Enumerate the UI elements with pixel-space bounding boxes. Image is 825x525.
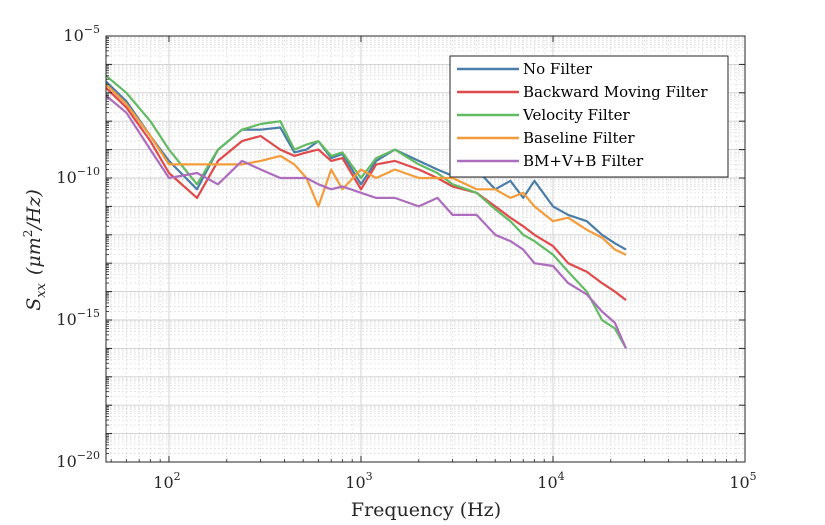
legend-label-4: BM+V+B Filter [523,152,644,170]
y-tick-label: 10−15 [56,307,100,329]
x-tick-label-base: 10 [537,473,557,492]
y-axis-label: Sxx (μm2/Hz) [21,189,49,311]
x-tick-label-exp: 3 [366,470,373,483]
x-tick-label-exp: 4 [558,470,565,483]
x-tick-label-base: 10 [345,473,365,492]
y-tick-label-exp: −10 [77,165,100,178]
y-axis-label-units-exp: 2 [21,230,35,238]
y-tick-label-exp: −20 [77,449,100,462]
legend-label-0: No Filter [523,60,593,78]
x-tick-label-exp: 5 [750,470,757,483]
axes-box [105,35,746,463]
legend-label-1: Backward Moving Filter [523,83,708,101]
legend-label-3: Baseline Filter [523,129,635,147]
y-axis-label-sub: xx [34,282,49,297]
y-tick-label-exp: −15 [77,307,100,320]
y-tick-label-base: 10 [63,26,83,45]
y-tick-label: 10−20 [56,449,100,471]
x-tick-label-base: 10 [729,473,749,492]
series-line-4 [105,94,628,349]
x-tick-labels: 102 103 104 105 [153,470,756,492]
x-tick-label: 102 [153,470,180,492]
x-tick-label: 103 [345,470,372,492]
x-tick-label: 105 [729,470,756,492]
y-tick-label-base: 10 [56,310,76,329]
plot-series [105,74,628,349]
ticks [106,35,746,463]
y-tick-label-base: 10 [56,168,76,187]
legend: No Filter Backward Moving Filter Velocit… [449,55,729,178]
series-line-2 [105,74,627,349]
y-axis-label-units: (μm [23,237,45,275]
y-tick-label-exp: −5 [84,23,100,36]
series-line-1 [105,87,627,301]
y-axis-label-main: S [23,298,45,311]
x-tick-label-base: 10 [153,473,173,492]
x-tick-label: 104 [537,470,564,492]
y-axis-label-units-tail: /Hz) [23,189,45,231]
x-axis-label: Frequency (Hz) [351,499,501,521]
y-tick-label: 10−5 [63,23,100,45]
legend-box [449,55,729,178]
legend-label-2: Velocity Filter [522,106,631,124]
y-tick-label-base: 10 [56,452,76,471]
x-tick-label-exp: 2 [174,470,181,483]
series-line-3 [105,83,627,256]
y-tick-label: 10−10 [56,165,100,187]
